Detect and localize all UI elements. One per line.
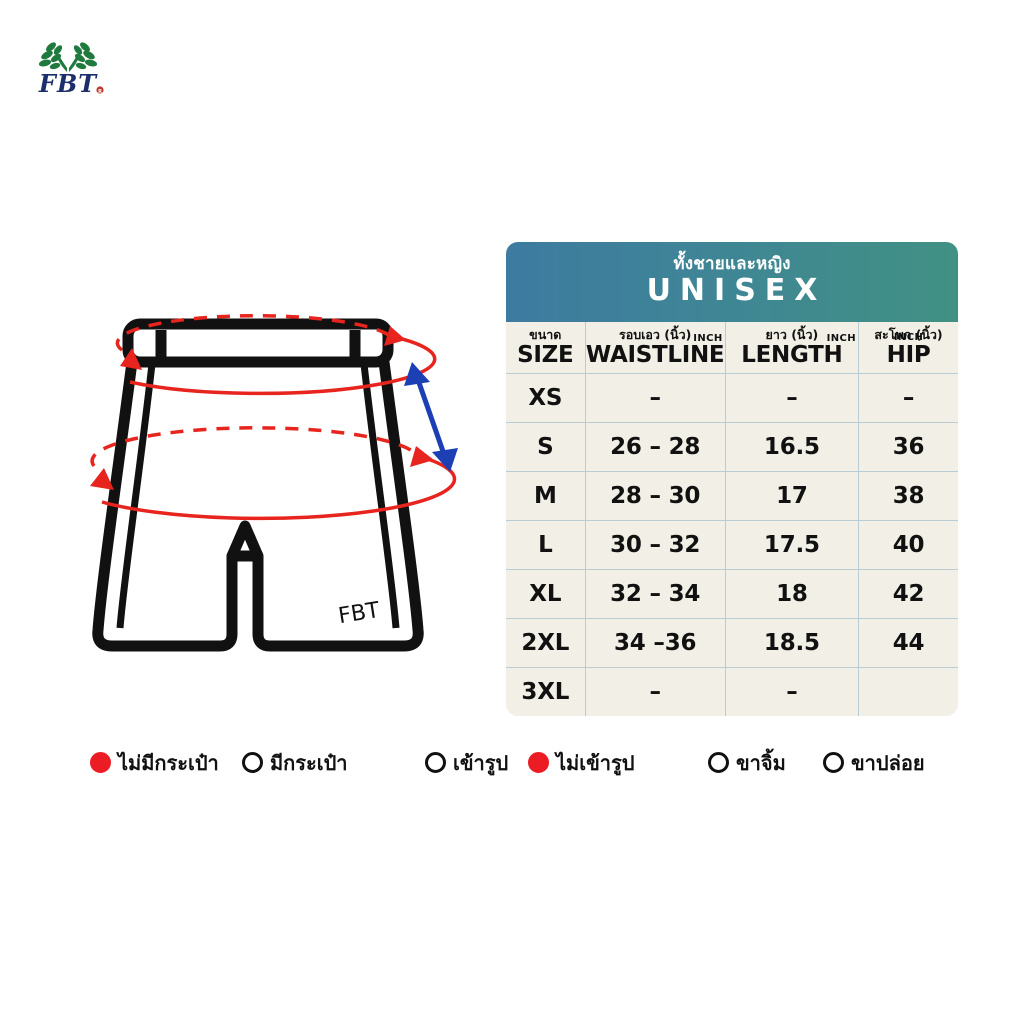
- radio-icon[interactable]: [823, 752, 844, 773]
- radio-icon[interactable]: [90, 752, 111, 773]
- header-english-title: UNISEX: [646, 273, 827, 308]
- size-chart-header: ทั้งชายและหญิง UNISEX: [506, 242, 958, 322]
- garment-options-row: ไม่มีกระเป๋า มีกระเป๋า เข้ารูป ไม่เข้ารู…: [90, 752, 960, 792]
- unit-label-length: INCH: [826, 333, 857, 344]
- cell-waistline: 32 – 34: [584, 569, 726, 619]
- right-side-stripe: [360, 363, 400, 629]
- table-row: 3XL – –: [506, 667, 958, 716]
- left-side-stripe: [116, 363, 156, 629]
- cell-waistline: 26 – 28: [584, 422, 726, 472]
- cell-waistline: 28 – 30: [584, 471, 726, 521]
- column-header-size: ขนาด SIZE: [506, 322, 586, 374]
- length-double-arrow: [404, 362, 458, 472]
- cell-hip: [858, 667, 958, 716]
- option-regular-fit[interactable]: ไม่เข้ารูป: [528, 752, 634, 773]
- fbt-logo: FBT R: [18, 32, 118, 98]
- shorts-diagram: FBT: [60, 290, 480, 690]
- cell-length: 16.5: [724, 422, 860, 472]
- cell-length: –: [724, 373, 860, 423]
- cell-hip: 42: [858, 569, 958, 619]
- cell-waistline: –: [584, 667, 726, 716]
- svg-text:FBT: FBT: [38, 69, 98, 98]
- garment-fbt-mark: FBT: [337, 598, 382, 629]
- column-header-waistline: รอบเอว (นิ้ว) WAISTLINE INCH: [584, 322, 726, 374]
- crotch-notch: [226, 520, 264, 559]
- svg-text:R: R: [98, 89, 102, 95]
- table-row: XL 32 – 34 18 42: [506, 569, 958, 619]
- cell-size: 2XL: [506, 618, 586, 668]
- cell-length: 17: [724, 471, 860, 521]
- cell-size: XL: [506, 569, 586, 619]
- option-with-pocket[interactable]: มีกระเป๋า: [242, 752, 348, 773]
- shorts-outline: [92, 361, 424, 652]
- radio-icon[interactable]: [528, 752, 549, 773]
- laurel-wreath-icon: FBT R: [38, 42, 104, 98]
- cell-waistline: –: [584, 373, 726, 423]
- table-row: L 30 – 32 17.5 40: [506, 520, 958, 570]
- cell-length: 18.5: [724, 618, 860, 668]
- radio-icon[interactable]: [242, 752, 263, 773]
- table-row: M 28 – 30 17 38: [506, 471, 958, 521]
- unit-label-waistline: INCH: [693, 333, 723, 344]
- cell-length: 18: [724, 569, 860, 619]
- unit-label-hip: INCH: [893, 332, 924, 343]
- cell-hip: 36: [858, 422, 958, 472]
- radio-icon[interactable]: [425, 752, 446, 773]
- table-row: 2XL 34 –36 18.5 44: [506, 618, 958, 668]
- cell-waistline: 30 – 32: [584, 520, 726, 570]
- cell-hip: 44: [858, 618, 958, 668]
- header-thai-title: ทั้งชายและหญิง: [673, 254, 791, 274]
- cell-length: 17.5: [724, 520, 860, 570]
- option-tapered-leg[interactable]: ขาจิ้ม: [708, 752, 786, 773]
- radio-icon[interactable]: [708, 752, 729, 773]
- option-no-pocket[interactable]: ไม่มีกระเป๋า: [90, 752, 219, 773]
- cell-hip: –: [858, 373, 958, 423]
- size-chart-card: ทั้งชายและหญิง UNISEX ขนาด SIZE รอบเอว (…: [506, 242, 958, 716]
- table-row: XS – – –: [506, 373, 958, 423]
- cell-hip: 40: [858, 520, 958, 570]
- cell-size: S: [506, 422, 586, 472]
- option-loose-leg[interactable]: ขาปล่อย: [823, 752, 925, 773]
- cell-hip: 38: [858, 471, 958, 521]
- cell-length: –: [724, 667, 860, 716]
- table-row: S 26 – 28 16.5 36: [506, 422, 958, 472]
- cell-size: L: [506, 520, 586, 570]
- table-header-row: ขนาด SIZE รอบเอว (นิ้ว) WAISTLINE INCH ย…: [506, 322, 958, 374]
- waistband-shape: [122, 318, 394, 368]
- waist-circumference-ellipse: [115, 313, 437, 396]
- column-header-hip: สะโพก (นิ้ว) INCH HIP: [858, 322, 958, 374]
- option-slim-fit[interactable]: เข้ารูป: [425, 752, 508, 773]
- size-table: ขนาด SIZE รอบเอว (นิ้ว) WAISTLINE INCH ย…: [506, 322, 958, 716]
- cell-size: M: [506, 471, 586, 521]
- hip-circumference-ellipse: [90, 426, 457, 521]
- cell-waistline: 34 –36: [584, 618, 726, 668]
- size-table-body: XS – – – S 26 – 28 16.5 36 M 28 – 30 17 …: [506, 373, 958, 716]
- cell-size: XS: [506, 373, 586, 423]
- column-header-length: ยาว (นิ้ว) LENGTH INCH: [724, 322, 860, 374]
- cell-size: 3XL: [506, 667, 586, 716]
